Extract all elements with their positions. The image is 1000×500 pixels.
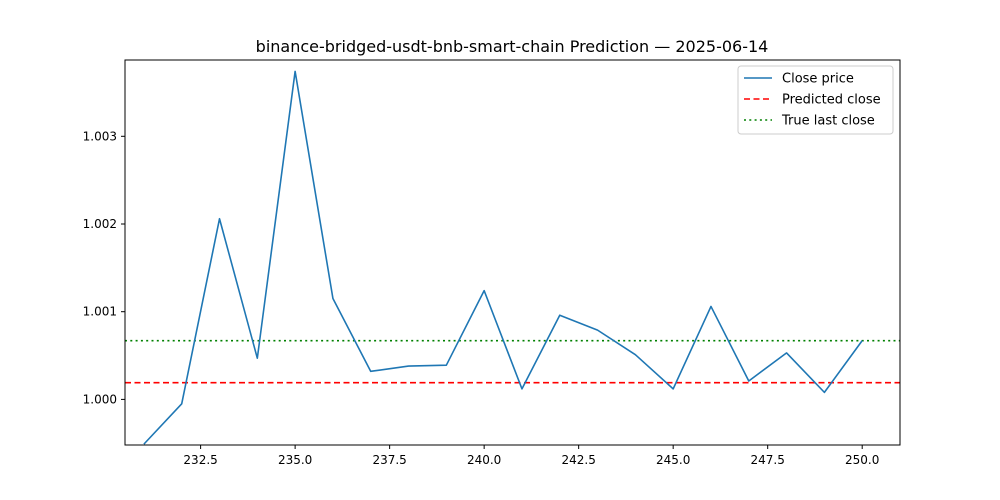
legend-label: Close price	[782, 72, 854, 87]
legend: Close price Predicted close True last clos…	[737, 65, 894, 135]
x-tick-label: 242.5	[561, 453, 595, 467]
legend-label: True last close	[781, 114, 875, 129]
legend-label: Predicted close	[782, 93, 881, 108]
y-tick-label: 1.000	[83, 392, 117, 406]
legend-box	[737, 65, 894, 135]
x-tick-label: 247.5	[751, 453, 785, 467]
chart-title: binance-bridged-usdt-bnb-smart-chain Pre…	[256, 37, 769, 56]
y-tick-label: 1.003	[83, 129, 117, 143]
y-tick-label: 1.002	[83, 217, 117, 231]
x-tick-label: 235.0	[278, 453, 312, 467]
x-tick-label: 232.5	[183, 453, 217, 467]
x-tick-label: 245.0	[656, 453, 690, 467]
axes: 232.5 235.0 237.5 240.0 242.5 245.0 247.5 250.0…	[83, 59, 901, 467]
axes-frame	[124, 59, 901, 446]
x-tick-label: 237.5	[372, 453, 406, 467]
series-line-close-price	[143, 70, 863, 445]
plot-area	[125, 70, 900, 445]
y-tick-label: 1.001	[83, 305, 117, 319]
x-tick-label: 250.0	[845, 453, 879, 467]
x-tick-label: 240.0	[467, 453, 501, 467]
